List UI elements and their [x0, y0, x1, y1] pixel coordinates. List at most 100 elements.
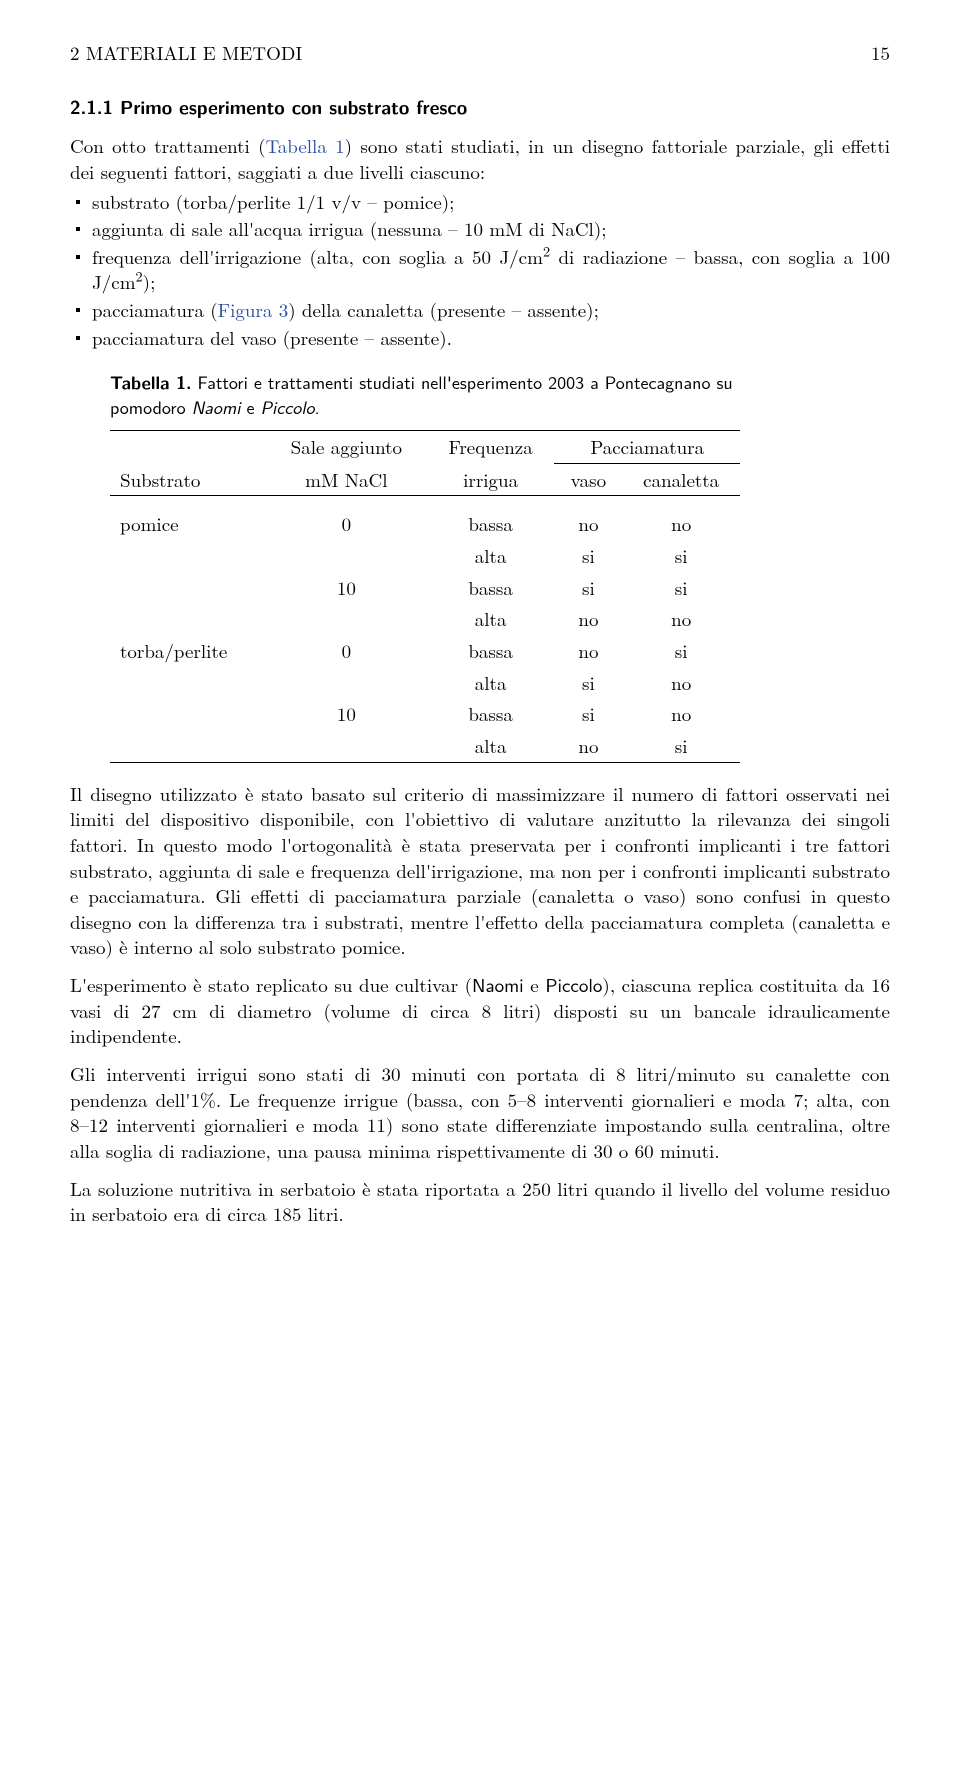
cell: si [622, 730, 740, 762]
cell [110, 667, 266, 699]
list-item: substrato (torba/perlite 1/1 v/v – pomic… [70, 189, 890, 215]
cell: 10 [266, 572, 427, 604]
cell: bassa [427, 572, 555, 604]
cell: pomice [110, 508, 266, 540]
subsection-heading: 2.1.1 Primo esperimento con substrato fr… [70, 94, 890, 120]
text: ); [143, 268, 156, 295]
cell: alta [427, 540, 555, 572]
table-1-block: Tabella 1. Fattori e trattamenti studiat… [110, 370, 750, 762]
text: . [315, 393, 320, 420]
cell [266, 540, 427, 572]
cell: alta [427, 603, 555, 635]
cell: no [622, 667, 740, 699]
running-head: 2 MATERIALI E METODI 15 [70, 40, 890, 66]
cell: si [554, 698, 622, 730]
cell: no [554, 635, 622, 667]
table-row: alta no no [110, 603, 740, 635]
figure-ref: Figura 3 [218, 296, 289, 323]
superscript: 2 [136, 267, 143, 287]
cell [110, 572, 266, 604]
paragraph: Il disegno utilizzato è stato basato sul… [70, 781, 890, 960]
cell: 0 [266, 508, 427, 540]
cell [110, 603, 266, 635]
cell: si [622, 635, 740, 667]
cell: no [622, 603, 740, 635]
cell [266, 603, 427, 635]
text: pacciamatura ( [92, 296, 218, 323]
paragraph: L'esperimento è stato replicato su due c… [70, 972, 890, 1049]
list-item: pacciamatura (Figura 3) della canaletta … [70, 297, 890, 323]
cell [266, 667, 427, 699]
cell: no [554, 508, 622, 540]
table-caption: Tabella 1. Fattori e trattamenti studiat… [110, 370, 750, 418]
cell: bassa [427, 508, 555, 540]
cell: no [622, 508, 740, 540]
cell: no [622, 698, 740, 730]
table-1: Sale aggiunto Frequenza Pacciamatura Sub… [110, 430, 740, 762]
cell: no [554, 730, 622, 762]
list-item: frequenza dell'irrigazione (alta, con so… [70, 244, 890, 295]
th-canaletta: canaletta [622, 463, 740, 496]
cell [110, 698, 266, 730]
paragraph: Gli interventi irrigui sono stati di 30 … [70, 1061, 890, 1164]
th-irrigua: irrigua [427, 463, 555, 496]
table-row: alta si no [110, 667, 740, 699]
cultivar: Naomi [472, 970, 524, 998]
cell: 0 [266, 635, 427, 667]
text: L'esperimento è stato replicato su due c… [70, 971, 472, 998]
cell [110, 730, 266, 762]
subsection-number: 2.1.1 [70, 92, 113, 120]
cell: alta [427, 730, 555, 762]
th-pacc: Pacciamatura [554, 431, 740, 464]
cell: 10 [266, 698, 427, 730]
text: e [524, 971, 546, 998]
table-header-row-2: Substrato mM NaCl irrigua vaso canaletta [110, 463, 740, 496]
cultivar: Naomi [192, 393, 241, 420]
cell: alta [427, 667, 555, 699]
table-row: alta no si [110, 730, 740, 762]
text: Con otto trattamenti ( [70, 132, 266, 159]
cell [110, 540, 266, 572]
cell: si [554, 540, 622, 572]
text: ) della canaletta (presente – assente); [288, 296, 599, 323]
table-row: 10 bassa si no [110, 698, 740, 730]
th-mm: mM NaCl [266, 463, 427, 496]
table-row: pomice 0 bassa no no [110, 508, 740, 540]
running-head-left: 2 MATERIALI E METODI [70, 40, 302, 66]
table-row: 10 bassa si si [110, 572, 740, 604]
factor-list: substrato (torba/perlite 1/1 v/v – pomic… [70, 189, 890, 351]
cell: torba/perlite [110, 635, 266, 667]
cell: bassa [427, 698, 555, 730]
th-sale: Sale aggiunto [266, 431, 427, 464]
cell: si [554, 667, 622, 699]
cultivar: Piccolo [545, 970, 602, 998]
cell: si [622, 540, 740, 572]
text: aggiunta di sale all'acqua irrigua (ness… [92, 215, 607, 242]
list-item: aggiunta di sale all'acqua irrigua (ness… [70, 216, 890, 242]
cultivar: Piccolo [261, 393, 315, 420]
table-header-row-1: Sale aggiunto Frequenza Pacciamatura [110, 431, 740, 464]
table-row: alta si si [110, 540, 740, 572]
th-blank [110, 431, 266, 464]
text: e [241, 393, 261, 420]
cell: bassa [427, 635, 555, 667]
th-freq: Frequenza [427, 431, 555, 464]
table-ref: Tabella 1 [266, 132, 345, 159]
th-vaso: vaso [554, 463, 622, 496]
cell: si [554, 572, 622, 604]
subsection-title: Primo esperimento con substrato fresco [120, 92, 467, 120]
cell [266, 730, 427, 762]
list-item: pacciamatura del vaso (presente – assent… [70, 325, 890, 351]
text: substrato (torba/perlite 1/1 v/v – pomic… [92, 188, 454, 215]
cell: si [622, 572, 740, 604]
text: frequenza dell'irrigazione (alta, con so… [92, 243, 543, 270]
caption-label: Tabella 1. [110, 370, 192, 395]
paragraph: La soluzione nutritiva in serbatoio è st… [70, 1176, 890, 1227]
text: pacciamatura del vaso (presente – assent… [92, 324, 452, 351]
table-row: torba/perlite 0 bassa no si [110, 635, 740, 667]
th-substrato: Substrato [110, 463, 266, 496]
page-number: 15 [871, 40, 890, 66]
cell: no [554, 603, 622, 635]
page: 2 MATERIALI E METODI 15 2.1.1 Primo espe… [0, 0, 960, 1299]
intro-paragraph: Con otto trattamenti (Tabella 1) sono st… [70, 133, 890, 184]
